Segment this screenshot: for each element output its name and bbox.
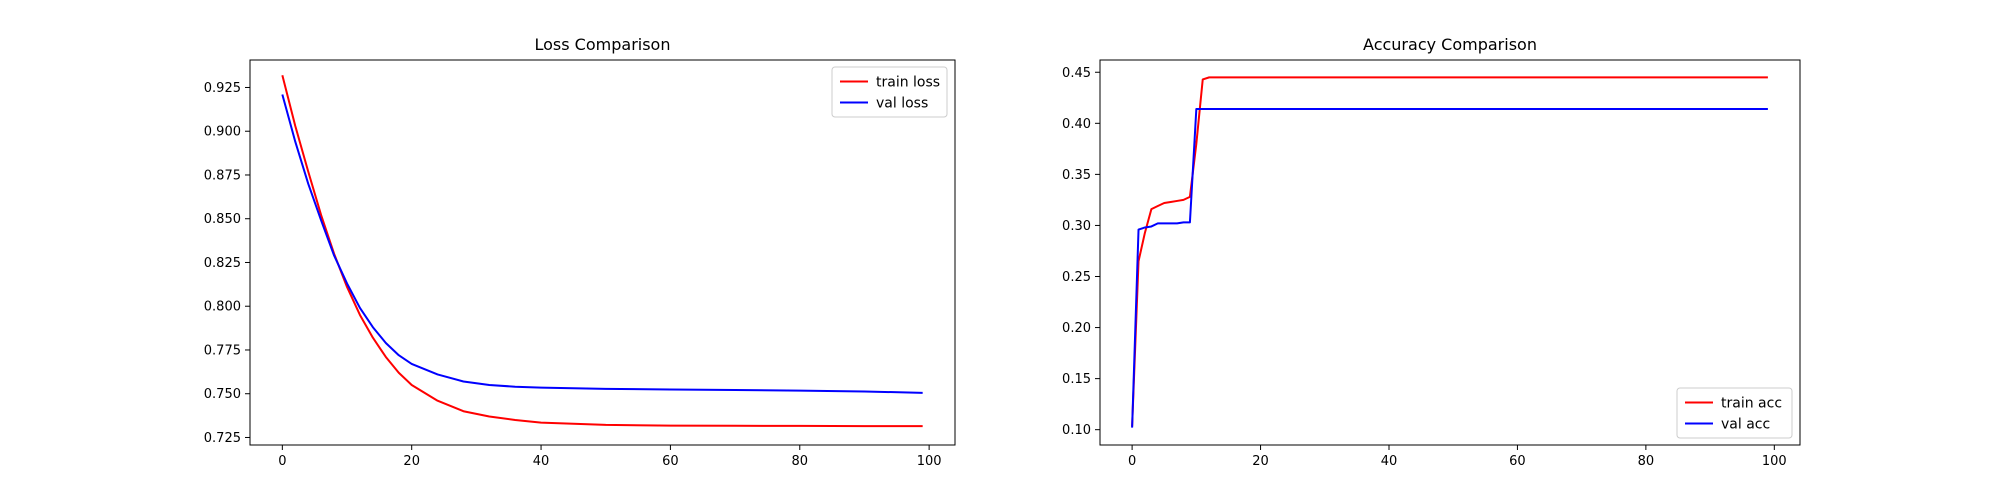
- loss-legend-label: val loss: [876, 96, 928, 112]
- accuracy-x-tick-label: 20: [1252, 454, 1269, 469]
- accuracy-y-tick-label: 0.30: [1062, 219, 1091, 234]
- loss-y-tick-label: 0.800: [204, 300, 241, 315]
- accuracy-y-tick-label: 0.40: [1062, 117, 1091, 132]
- accuracy-series-val-acc: [1131, 108, 1768, 428]
- loss-x-tick-label: 40: [533, 454, 550, 469]
- loss-y-tick-label: 0.875: [204, 168, 241, 183]
- accuracy-series-train-acc: [1131, 76, 1768, 427]
- accuracy-legend-label: val acc: [1721, 417, 1770, 433]
- loss-y-tick-label: 0.750: [204, 387, 241, 402]
- loss-y-tick-label: 0.925: [204, 81, 241, 96]
- accuracy-x-tick-label: 40: [1381, 454, 1398, 469]
- loss-plot-area: [249, 59, 956, 446]
- loss-x-tick-label: 60: [662, 454, 679, 469]
- loss-y-tick-label: 0.725: [204, 431, 241, 446]
- loss-chart-title: Loss Comparison: [535, 35, 671, 54]
- accuracy-legend-box: [1676, 387, 1793, 439]
- loss-x-tick-label: 80: [791, 454, 808, 469]
- accuracy-chart: Accuracy Comparison 0 20 40 60 80 100 0.10 0.15 0…: [1062, 35, 1801, 469]
- loss-y-tick-label: 0.850: [204, 212, 241, 227]
- accuracy-x-tick-label: 80: [1638, 454, 1655, 469]
- loss-legend-label: train loss: [876, 75, 940, 91]
- accuracy-y-tick-label: 0.10: [1062, 423, 1091, 438]
- accuracy-y-tick-label: 0.25: [1062, 270, 1091, 285]
- accuracy-x-tick-label: 60: [1509, 454, 1526, 469]
- loss-y-tick-label: 0.900: [204, 125, 241, 140]
- loss-y-tick-label: 0.775: [204, 343, 241, 358]
- accuracy-plot-area: [1099, 59, 1801, 446]
- accuracy-chart-title: Accuracy Comparison: [1363, 35, 1537, 54]
- loss-x-tick-label: 20: [403, 454, 420, 469]
- loss-series-train-loss: [281, 74, 923, 428]
- loss-legend: train loss val loss: [831, 66, 948, 118]
- loss-chart: Loss Comparison 0 20 40 60 80 100 0.725 0.750 0.7…: [204, 35, 956, 469]
- loss-y-tick-label: 0.825: [204, 256, 241, 271]
- accuracy-y-tick-label: 0.35: [1062, 168, 1091, 183]
- loss-series-val-loss: [281, 94, 923, 394]
- accuracy-x-tick-label: 0: [1128, 454, 1136, 469]
- accuracy-y-tick-label: 0.45: [1062, 66, 1091, 81]
- loss-legend-box: [831, 66, 948, 118]
- accuracy-legend-label: train acc: [1721, 396, 1782, 412]
- accuracy-y-tick-label: 0.15: [1062, 372, 1091, 387]
- loss-x-tick-label: 0: [278, 454, 286, 469]
- loss-x-tick-label: 100: [917, 454, 942, 469]
- accuracy-legend: train acc val acc: [1676, 387, 1793, 439]
- accuracy-x-tick-label: 100: [1762, 454, 1787, 469]
- accuracy-y-tick-label: 0.20: [1062, 321, 1091, 336]
